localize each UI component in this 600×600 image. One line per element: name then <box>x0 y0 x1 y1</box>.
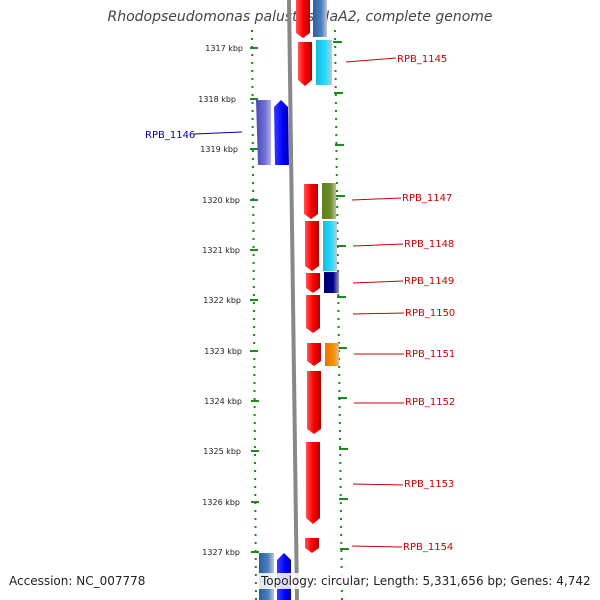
accession-text: Accession: NC_007778 <box>9 574 146 588</box>
kbp-label: 1321 kbp <box>202 246 240 255</box>
gene-label-rpb-1147[interactable]: RPB_1147 <box>402 193 452 204</box>
gene-label-rpb-1145[interactable]: RPB_1145 <box>397 54 447 65</box>
gene-arrow-rpb-1147 <box>304 184 318 219</box>
gene-arrow-rpb-1154 <box>305 538 319 553</box>
gene-arrow <box>325 343 339 366</box>
gene-arrow-rpb-1151 <box>307 343 321 366</box>
gene-arrow-rpb-1150 <box>306 295 320 333</box>
kbp-label: 1327 kbp <box>202 548 240 557</box>
gene-label-rpb-1152[interactable]: RPB_1152 <box>405 397 455 408</box>
gene-arrow-rpb-1153 <box>306 442 320 524</box>
gene-label-rpb-1146[interactable]: RPB_1146 <box>145 130 195 141</box>
ruler-ticks-left <box>250 47 259 553</box>
ruler-ticks-right <box>333 41 349 550</box>
label-leader-lines <box>193 57 405 548</box>
kbp-label: 1325 kbp <box>203 447 241 456</box>
gene-features <box>256 0 339 600</box>
ruler-line-right <box>334 29 343 600</box>
kbp-label: 1317 kbp <box>205 44 243 53</box>
gene-label-rpb-1149[interactable]: RPB_1149 <box>404 276 454 287</box>
gene-arrow <box>323 221 337 271</box>
kbp-label: 1322 kbp <box>203 296 241 305</box>
kbp-label: 1324 kbp <box>204 397 242 406</box>
kbp-label: 1319 kbp <box>200 145 238 154</box>
gene-arrow-rpb-1152 <box>307 371 321 434</box>
gene-arrow <box>322 183 336 219</box>
gene-label-rpb-1154[interactable]: RPB_1154 <box>403 542 453 553</box>
gene-arrow <box>274 100 289 165</box>
gene-arrow-rpb-1145 <box>298 42 312 86</box>
kbp-label: 1318 kbp <box>198 95 236 104</box>
gene-arrow <box>316 40 332 85</box>
gene-arrow <box>313 0 327 37</box>
gene-label-rpb-1148[interactable]: RPB_1148 <box>404 239 454 250</box>
genome-backbone <box>287 0 299 600</box>
kbp-label: 1320 kbp <box>202 196 240 205</box>
gene-arrow <box>324 272 339 293</box>
kbp-label: 1326 kbp <box>202 498 240 507</box>
gene-label-rpb-1153[interactable]: RPB_1153 <box>404 479 454 490</box>
gene-label-rpb-1150[interactable]: RPB_1150 <box>405 308 455 319</box>
gene-arrow <box>296 0 310 38</box>
ruler-line-left <box>251 29 257 600</box>
gene-arrow-rpb-1148 <box>305 221 319 271</box>
topology-text: Topology: circular; Length: 5,331,656 bp… <box>258 573 594 589</box>
gene-label-rpb-1151[interactable]: RPB_1151 <box>405 349 455 360</box>
gene-arrow-rpb-1149 <box>306 273 320 293</box>
kbp-label: 1323 kbp <box>204 347 242 356</box>
gene-arrow-rpb-1146 <box>256 100 271 165</box>
